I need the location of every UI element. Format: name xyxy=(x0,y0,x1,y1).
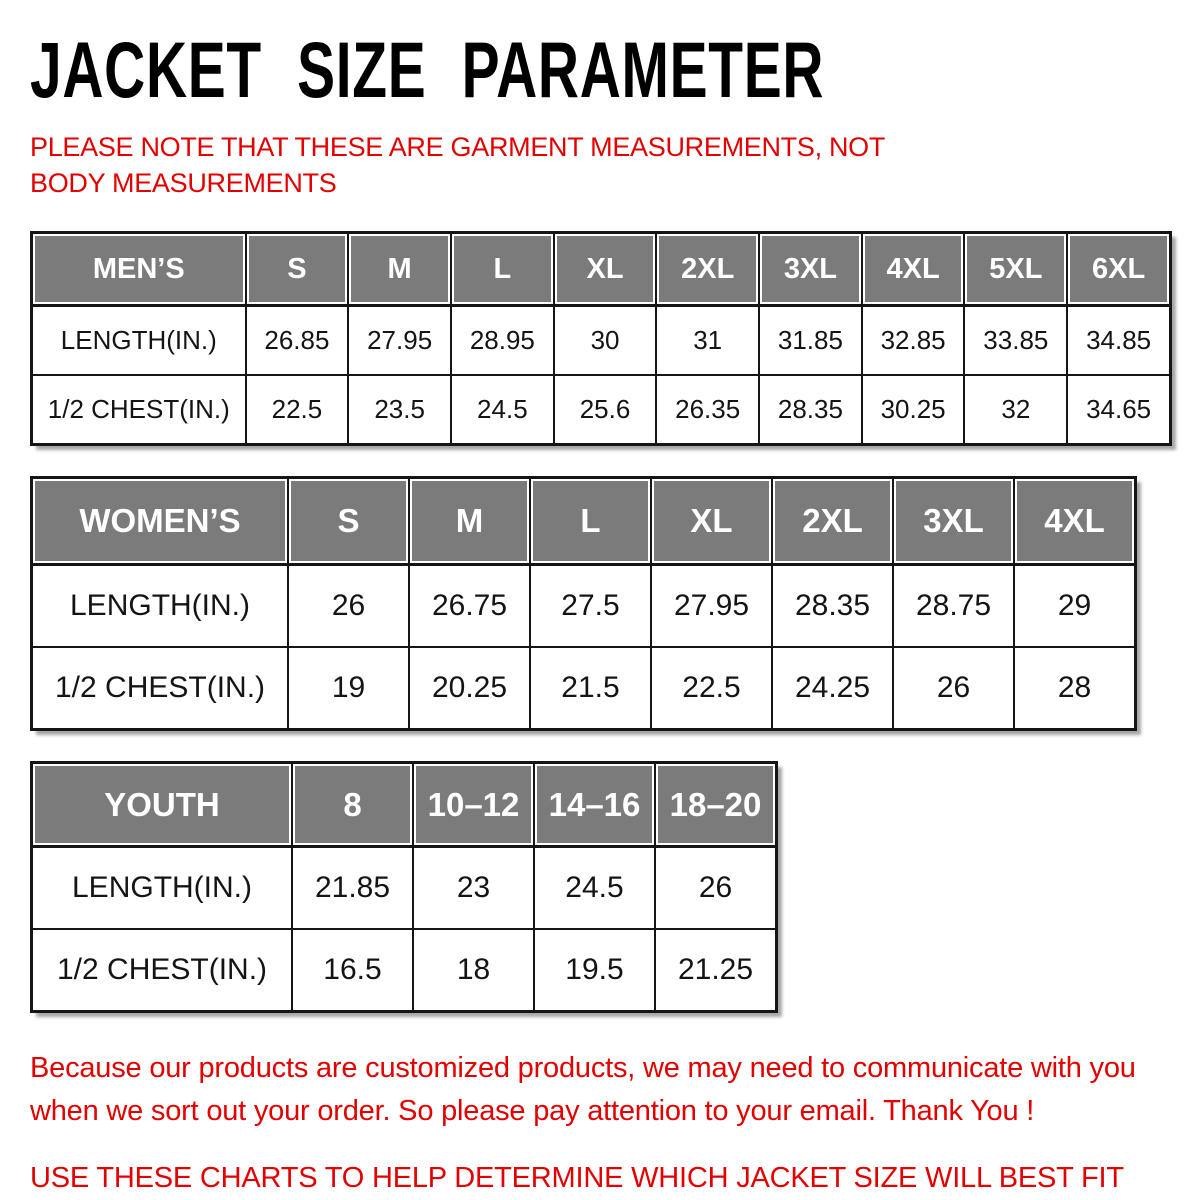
measurement-value-cell: 27.5 xyxy=(529,563,652,649)
size-header-cell: 5XL xyxy=(963,231,1069,308)
measurement-row: 1/2 CHEST(IN.) 19 20.25 21.5 22.5 24.25 26 28 xyxy=(30,646,1137,731)
measurement-value-cell: 26.85 xyxy=(244,304,350,377)
table-title-cell: WOMEN’S xyxy=(30,476,289,567)
measurement-value-cell: 19 xyxy=(287,646,410,731)
row-label-cell: LENGTH(IN.) xyxy=(30,304,247,377)
size-header-cell: 14–16 xyxy=(533,761,656,849)
measurement-row: 1/2 CHEST(IN.) 16.5 18 19.5 21.25 xyxy=(30,928,778,1013)
measurement-value-cell: 26 xyxy=(892,646,1015,731)
measurement-value-cell: 24.5 xyxy=(450,374,555,446)
size-header-cell: S xyxy=(244,231,350,308)
womens-size-table: WOMEN’S S M L XL 2XL 3XL 4XL LENGTH(IN.) 26 26.75 2… xyxy=(30,476,1137,732)
size-header-cell: 3XL xyxy=(758,231,863,308)
row-label-cell: 1/2 CHEST(IN.) xyxy=(30,928,293,1013)
measurement-value-cell: 21.25 xyxy=(654,928,778,1013)
size-header-cell: 2XL xyxy=(771,476,894,567)
size-header-cell: M xyxy=(347,231,452,308)
size-header-cell: XL xyxy=(650,476,773,567)
size-header-cell: M xyxy=(408,476,531,567)
measurement-value-cell: 27.95 xyxy=(347,304,452,377)
measurement-value-cell: 33.85 xyxy=(963,304,1069,377)
measurement-value-cell: 28.35 xyxy=(771,563,894,649)
page-title: JACKET SIZE PARAMETER xyxy=(30,25,825,114)
page-title-row: JACKET SIZE PARAMETER xyxy=(30,26,1172,114)
measurement-value-cell: 26.75 xyxy=(408,563,531,649)
measurement-row: LENGTH(IN.) 26.85 27.95 28.95 30 31 31.85 32.85… xyxy=(30,304,1172,377)
customization-communication-note: Because our products are customized prod… xyxy=(30,1052,1136,1128)
table-title-cell: YOUTH xyxy=(30,761,293,849)
size-header-cell: S xyxy=(287,476,410,567)
measurement-row: LENGTH(IN.) 26 26.75 27.5 27.95 28.35 28.75 29 xyxy=(30,563,1137,649)
header-row: YOUTH 8 10–12 14–16 18–20 xyxy=(30,761,778,849)
measurement-value-cell: 32.85 xyxy=(860,304,966,377)
measurement-value-cell: 25.6 xyxy=(552,374,658,446)
measurement-value-cell: 32 xyxy=(963,374,1069,446)
measurement-value-cell: 31 xyxy=(655,304,761,377)
garment-measurement-note: PLEASE NOTE THAT THESE ARE GARMENT MEASU… xyxy=(30,132,885,198)
row-label-cell: 1/2 CHEST(IN.) xyxy=(30,374,247,446)
measurement-value-cell: 27.95 xyxy=(650,563,773,649)
row-label-cell: 1/2 CHEST(IN.) xyxy=(30,646,289,731)
size-header-cell: L xyxy=(529,476,652,567)
chart-usage-instruction: USE THESE CHARTS TO HELP DETERMINE WHICH… xyxy=(30,1162,1124,1195)
header-row: MEN’S S M L XL 2XL 3XL 4XL 5XL 6XL xyxy=(30,231,1172,308)
size-header-cell: L xyxy=(450,231,555,308)
size-header-cell: 2XL xyxy=(655,231,761,308)
measurement-value-cell: 34.85 xyxy=(1066,304,1172,377)
table-title-cell: MEN’S xyxy=(30,231,247,308)
size-header-cell: 4XL xyxy=(1013,476,1137,567)
measurement-value-cell: 22.5 xyxy=(650,646,773,731)
measurement-row: LENGTH(IN.) 21.85 23 24.5 26 xyxy=(30,845,778,931)
measurement-value-cell: 26 xyxy=(654,845,778,931)
size-header-cell: 8 xyxy=(291,761,414,849)
measurement-value-cell: 30.25 xyxy=(860,374,966,446)
measurement-value-cell: 24.25 xyxy=(771,646,894,731)
measurement-value-cell: 28 xyxy=(1013,646,1137,731)
mens-size-table: MEN’S S M L XL 2XL 3XL 4XL 5XL 6XL LENGTH(IN.) 26.8… xyxy=(30,231,1172,447)
header-row: WOMEN’S S M L XL 2XL 3XL 4XL xyxy=(30,476,1137,567)
youth-size-table: YOUTH 8 10–12 14–16 18–20 LENGTH(IN.) 21.85 23 2… xyxy=(30,761,778,1014)
size-header-cell: 10–12 xyxy=(412,761,535,849)
size-header-cell: 4XL xyxy=(860,231,966,308)
measurement-value-cell: 28.75 xyxy=(892,563,1015,649)
measurement-value-cell: 21.85 xyxy=(291,845,414,931)
size-header-cell: 18–20 xyxy=(654,761,778,849)
measurement-value-cell: 29 xyxy=(1013,563,1137,649)
size-header-cell: 6XL xyxy=(1066,231,1172,308)
size-header-cell: 3XL xyxy=(892,476,1015,567)
measurement-value-cell: 22.5 xyxy=(244,374,350,446)
measurement-value-cell: 28.95 xyxy=(450,304,555,377)
measurement-value-cell: 20.25 xyxy=(408,646,531,731)
measurement-value-cell: 16.5 xyxy=(291,928,414,1013)
row-label-cell: LENGTH(IN.) xyxy=(30,845,293,931)
measurement-value-cell: 18 xyxy=(412,928,535,1013)
measurement-value-cell: 26.35 xyxy=(655,374,761,446)
measurement-value-cell: 21.5 xyxy=(529,646,652,731)
measurement-value-cell: 31.85 xyxy=(758,304,863,377)
measurement-row: 1/2 CHEST(IN.) 22.5 23.5 24.5 25.6 26.35 28.35… xyxy=(30,374,1172,446)
measurement-value-cell: 19.5 xyxy=(533,928,656,1013)
measurement-value-cell: 26 xyxy=(287,563,410,649)
measurement-value-cell: 23.5 xyxy=(347,374,452,446)
measurement-value-cell: 34.65 xyxy=(1066,374,1172,446)
measurement-value-cell: 24.5 xyxy=(533,845,656,931)
measurement-value-cell: 28.35 xyxy=(758,374,863,446)
measurement-value-cell: 30 xyxy=(552,304,658,377)
measurement-value-cell: 23 xyxy=(412,845,535,931)
size-header-cell: XL xyxy=(552,231,658,308)
row-label-cell: LENGTH(IN.) xyxy=(30,563,289,649)
